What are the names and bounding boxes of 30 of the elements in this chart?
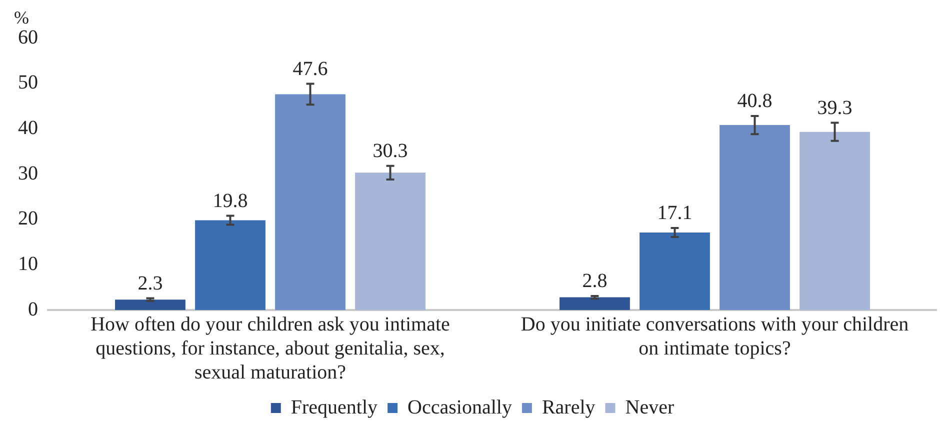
bar [640, 232, 710, 310]
legend-label: Never [625, 396, 674, 418]
data-label: 47.6 [292, 58, 328, 80]
legend-label: Frequently [290, 396, 378, 418]
bar [275, 94, 346, 310]
data-label: 17.1 [657, 202, 692, 224]
data-label: 2.8 [582, 270, 608, 292]
y-tick-label: 60 [18, 26, 38, 48]
x-tick-label: Do you initiate conversations with your children on intimate topics? [520, 313, 909, 360]
bar [355, 172, 426, 310]
y-tick-label: 20 [18, 208, 38, 230]
data-label: 2.3 [138, 272, 163, 294]
data-label: 39.3 [817, 97, 852, 120]
bar [115, 300, 186, 310]
y-axis-title: % [14, 8, 29, 28]
legend-label: Occasionally [408, 396, 512, 418]
y-tick-label: 50 [18, 72, 38, 94]
bar [560, 297, 630, 310]
x-tick-label: How often do your children ask you intimate questions, for instance, about genitalia, sex, sexual maturation? [90, 313, 450, 384]
y-tick-label: 0 [28, 298, 38, 320]
bar [195, 220, 266, 310]
y-tick-label: 10 [18, 252, 38, 275]
y-tick-label: 40 [18, 116, 38, 139]
data-label: 40.8 [737, 90, 772, 112]
bar [800, 132, 870, 310]
y-tick-label: 30 [18, 162, 38, 184]
data-label: 30.3 [372, 140, 408, 162]
bar [720, 125, 790, 310]
legend-label: Rarely [542, 396, 596, 418]
data-label: 19.8 [212, 190, 248, 212]
